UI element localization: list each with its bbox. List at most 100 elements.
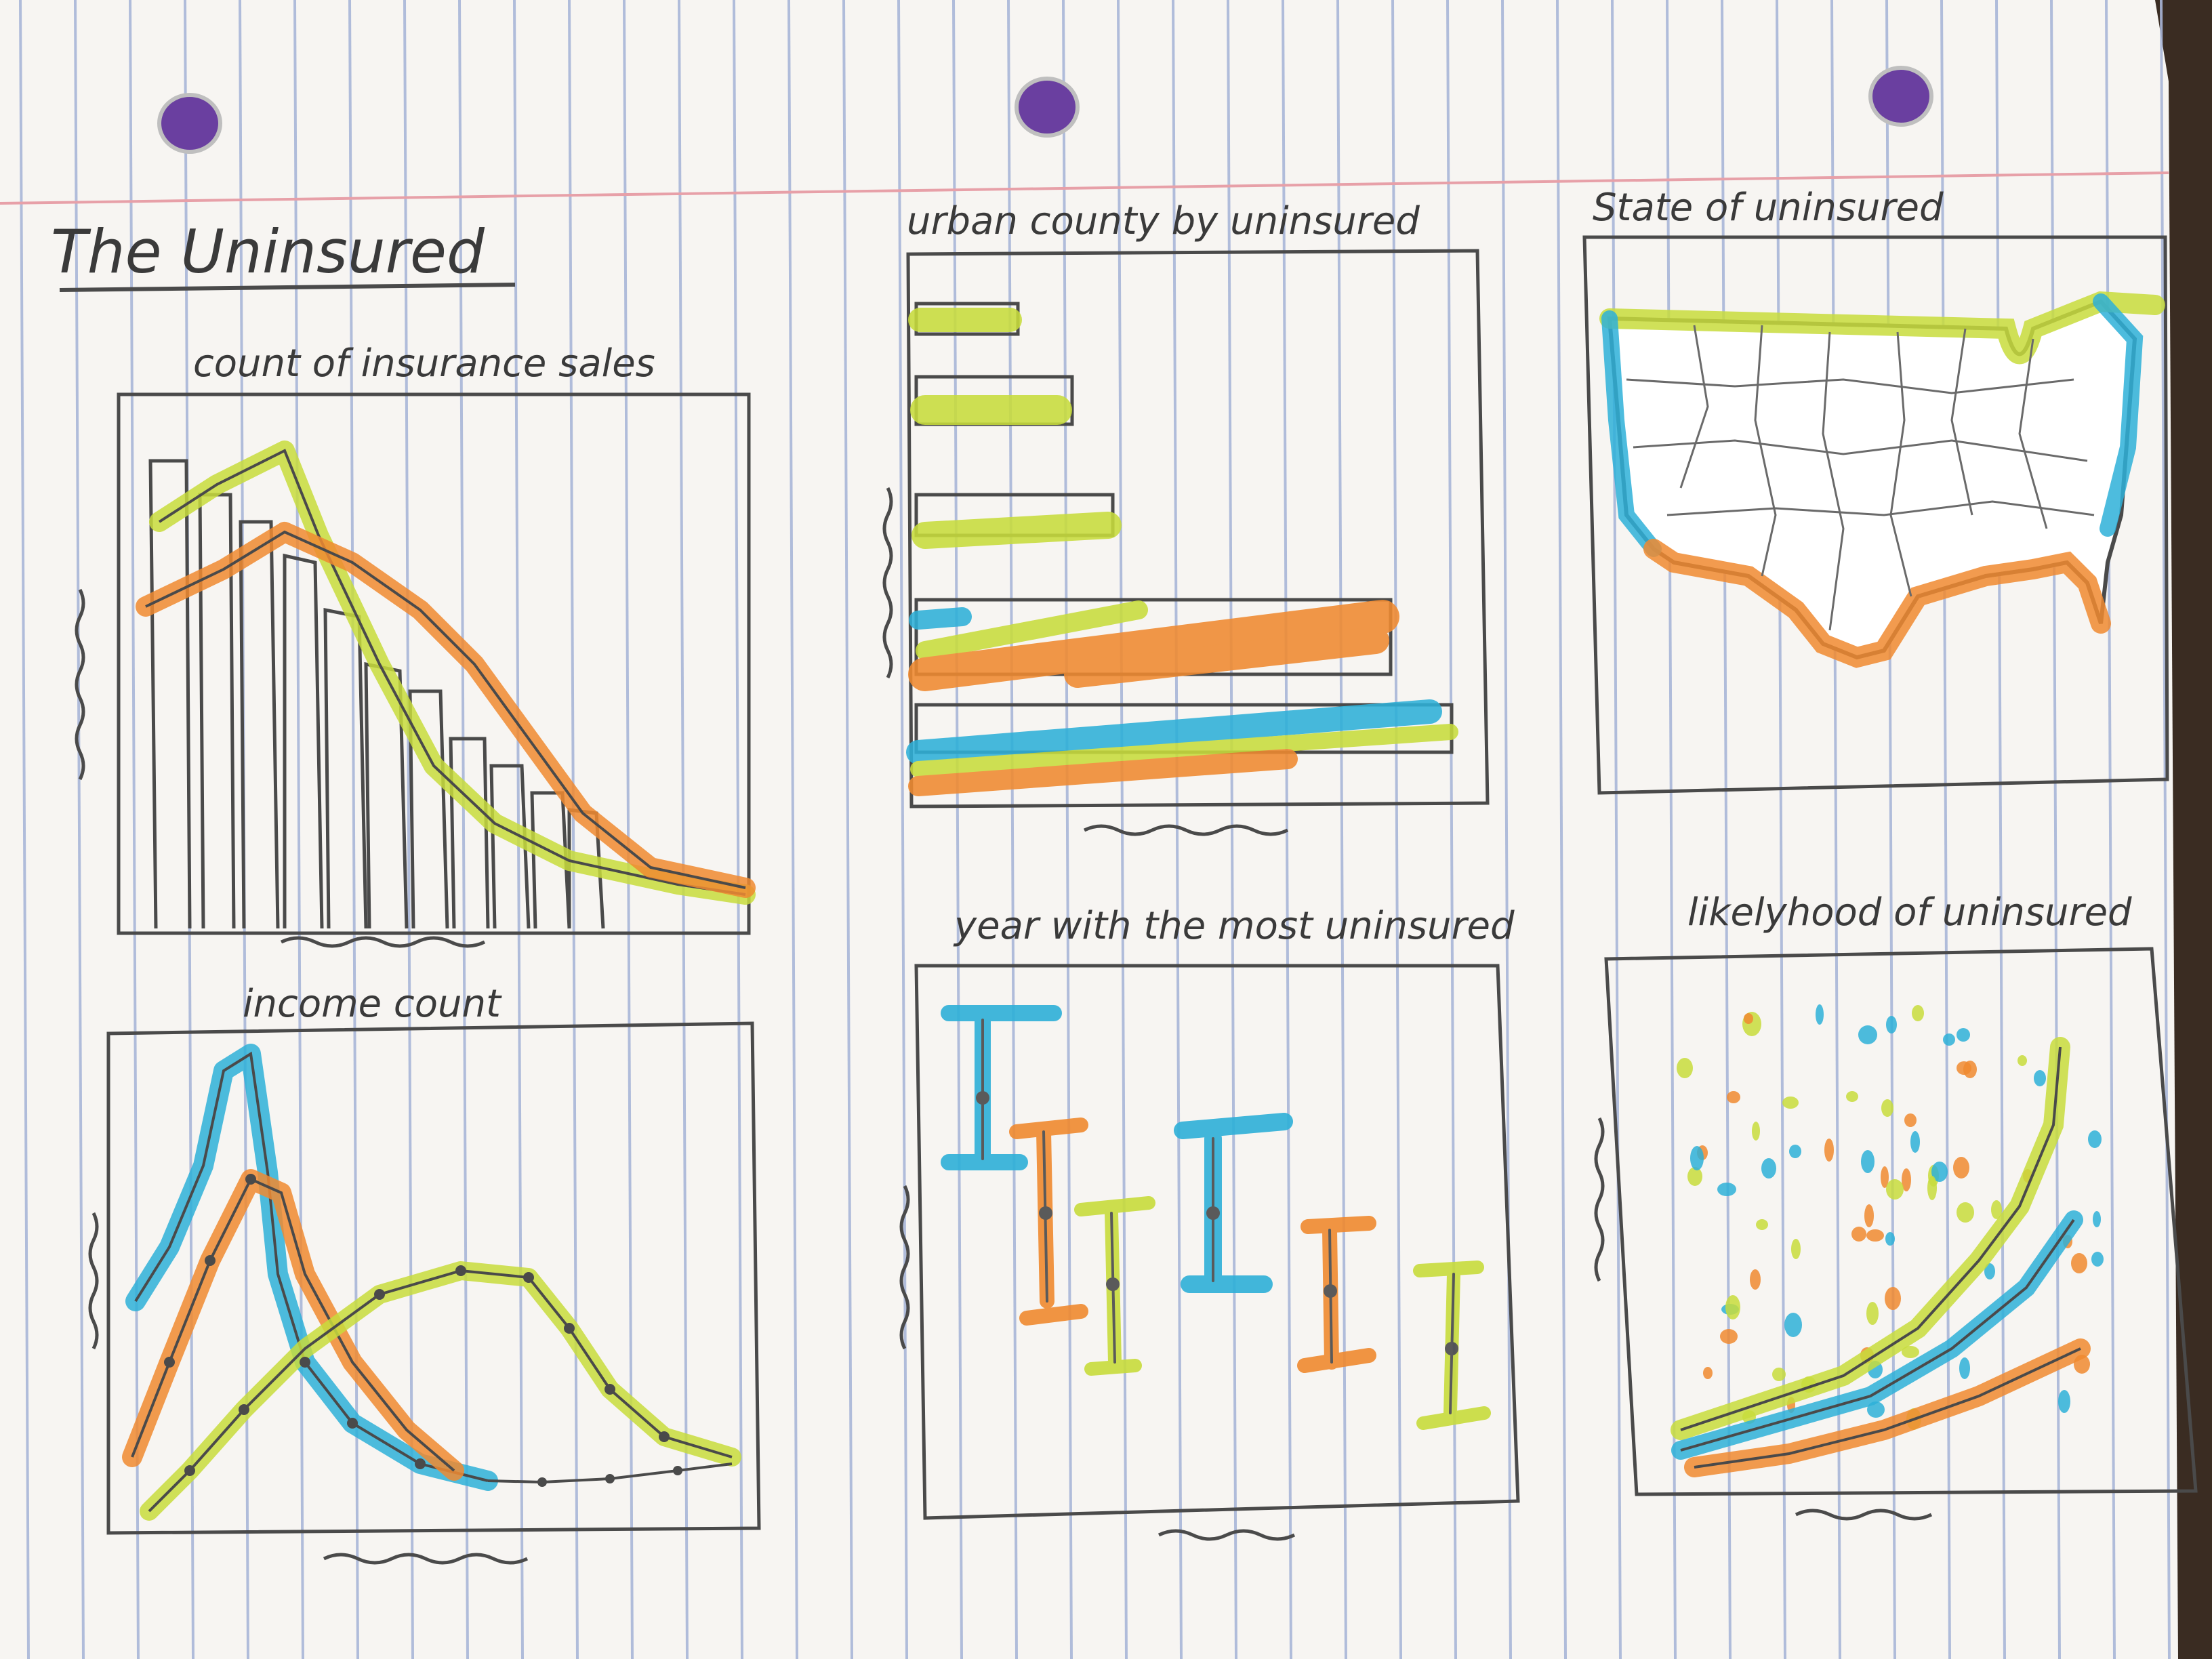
y-axis-label-squiggle: [75, 588, 85, 781]
rule-line: [1940, 0, 1951, 1659]
scatter-point: [1959, 1357, 1970, 1379]
scatter-point: [1761, 1158, 1776, 1179]
scatter-point: [1752, 1122, 1760, 1141]
scatter-point: [1957, 1202, 1974, 1223]
bar: [908, 600, 1399, 691]
chart-title: year with the most uninsured: [953, 904, 1515, 948]
scatter-point: [1931, 1162, 1948, 1182]
chart-likelihood: likelyhood of uninsured: [1594, 890, 2198, 1521]
margin-line: [0, 171, 2169, 205]
rule-line: [1721, 0, 1732, 1659]
chart-frame: [117, 392, 751, 935]
scatter-point: [1782, 1097, 1799, 1109]
scatter-point: [2018, 1055, 2027, 1066]
chart-title: count of insurance sales: [193, 342, 655, 386]
scatter-point: [1957, 1028, 1970, 1042]
rule-line: [897, 0, 908, 1659]
error-bar: [1009, 1118, 1088, 1326]
rule-line: [1611, 0, 1622, 1659]
error-bar: [941, 1005, 1062, 1170]
rule-line: [1227, 0, 1237, 1659]
scatter-point: [1957, 1061, 1971, 1075]
binder-hole: [157, 93, 222, 154]
rule-line: [733, 0, 743, 1659]
scatter-point: [1690, 1146, 1704, 1170]
scatter-point: [1885, 1232, 1895, 1246]
scatter-point: [1904, 1113, 1917, 1127]
rule-line: [1062, 0, 1073, 1659]
chart-income-count: income count: [88, 982, 761, 1565]
y-axis-label-squiggle: [882, 487, 893, 679]
rule-line: [1007, 0, 1018, 1659]
chart-title: likelyhood of uninsured: [1687, 890, 2132, 935]
x-axis-label-squiggle: [323, 1553, 529, 1565]
scatter-point: [1902, 1346, 1919, 1358]
chart-frame: [1604, 947, 2198, 1496]
scatter-point: [2034, 1070, 2046, 1086]
scatter-point: [1910, 1131, 1920, 1153]
rule-line: [787, 0, 798, 1659]
error-bar: [1297, 1216, 1376, 1373]
chart-urban-county: urban county by uninsured: [882, 199, 1490, 836]
chart-title: urban county by uninsured: [907, 199, 1420, 243]
rule-line: [952, 0, 963, 1659]
chart-year-most-uninsured: year with the most uninsured: [899, 904, 1520, 1541]
scatter-point: [1953, 1157, 1969, 1179]
rule-line: [2105, 0, 2116, 1659]
binder-hole: [1015, 77, 1080, 138]
chart-insurance-sales: count of insurance sales: [75, 342, 756, 948]
page-title-group: The Uninsured: [51, 217, 516, 292]
rule-line: [678, 0, 689, 1659]
rule-line: [403, 0, 414, 1659]
page-title-underline: [59, 283, 516, 292]
bar: [906, 699, 1442, 764]
scatter-point: [1861, 1150, 1875, 1173]
scatter-point: [1858, 1025, 1877, 1044]
data-points: [164, 1174, 682, 1487]
scatter-point: [2058, 1390, 2070, 1413]
rule-line: [458, 0, 469, 1659]
scatter-point: [2088, 1130, 2102, 1148]
chart-frame: [914, 964, 1520, 1520]
scatter-point: [1866, 1229, 1884, 1242]
chart-title: State of uninsured: [1593, 186, 1944, 230]
scatter-point: [1717, 1183, 1736, 1196]
scatter-point: [1881, 1099, 1893, 1117]
rule-line: [1172, 0, 1183, 1659]
rule-line: [1117, 0, 1128, 1659]
error-bars: [941, 1005, 1491, 1430]
scatter-point: [1784, 1313, 1802, 1337]
chart-frame: [1582, 235, 2169, 795]
scatter-point: [1991, 1200, 2002, 1219]
page-title: The Uninsured: [51, 217, 485, 287]
scatter-point: [1727, 1091, 1740, 1103]
y-axis-label-squiggle: [899, 1185, 910, 1350]
chart-frame: [106, 1021, 761, 1535]
scatter-point: [1677, 1058, 1693, 1078]
scatter-point: [1816, 1004, 1824, 1025]
bar: [916, 600, 1148, 660]
bar: [912, 512, 1122, 549]
scatter-point: [1886, 1016, 1897, 1033]
bars: [906, 308, 1458, 796]
scatter-point: [1912, 1005, 1924, 1021]
scatter-point: [1720, 1329, 1738, 1344]
x-axis-label-squiggle: [1083, 824, 1289, 836]
scatter-point: [1725, 1295, 1740, 1319]
bar: [910, 724, 1458, 777]
scatter-point: [2091, 1252, 2104, 1267]
chart-state-map: State of uninsured: [1582, 186, 2169, 795]
scatter-point: [2071, 1253, 2087, 1273]
scatter-point: [1902, 1168, 1911, 1191]
rule-line: [1556, 0, 1567, 1659]
rule-line: [74, 0, 85, 1659]
state-borders: [1626, 325, 2095, 631]
rule-line: [568, 0, 579, 1659]
scatter-points: [1677, 1004, 2104, 1430]
scatter-point: [1789, 1145, 1801, 1158]
scatter-point: [1772, 1368, 1786, 1381]
binder-hole: [1868, 66, 1933, 127]
y-axis-label-squiggle: [1594, 1117, 1605, 1282]
error-bar: [1413, 1261, 1491, 1430]
